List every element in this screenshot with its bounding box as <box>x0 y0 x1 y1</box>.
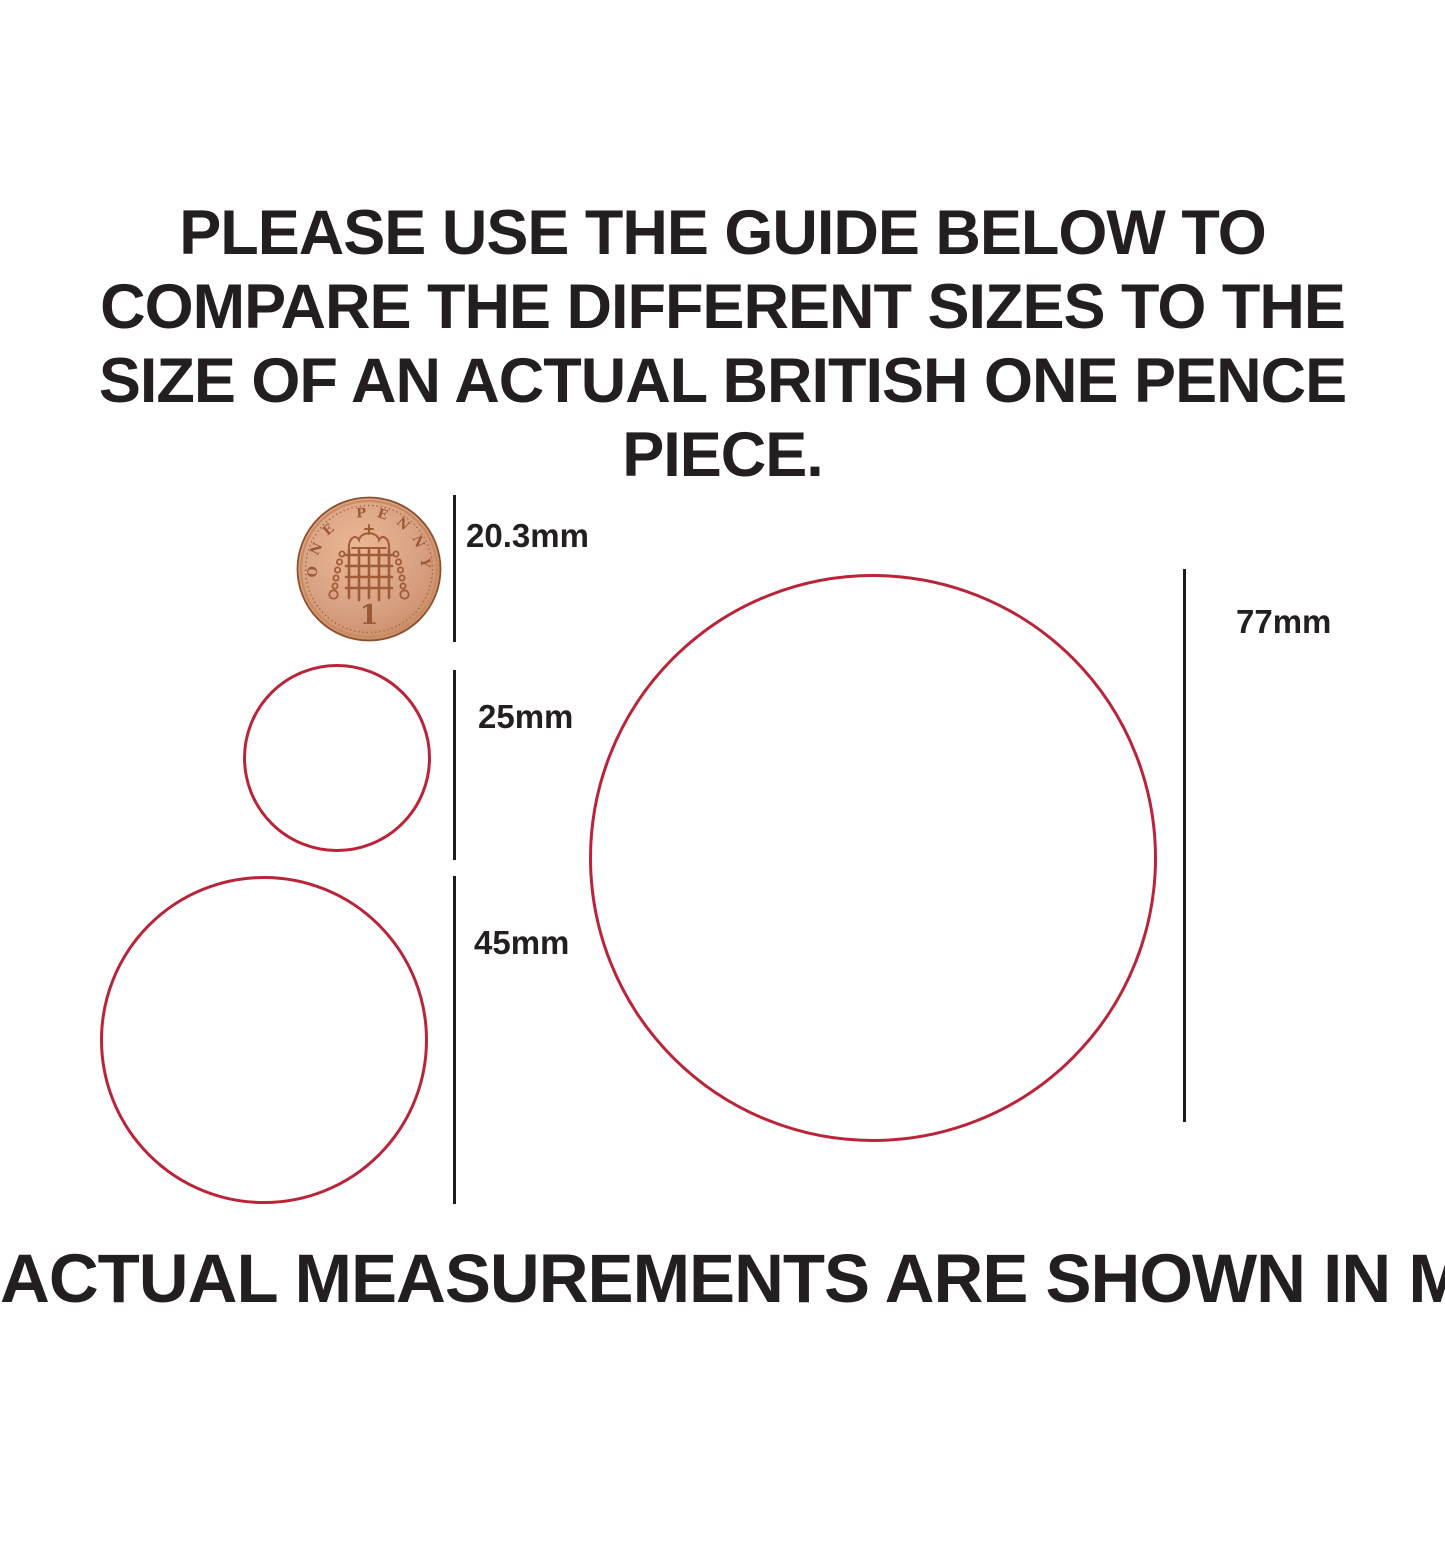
title-line-4: PIECE. <box>622 420 824 490</box>
size-label-25mm: 25mm <box>478 698 574 735</box>
penny-measure-rule <box>453 495 456 642</box>
title-line-2: COMPARE THE DIFFERENT SIZES TO THE <box>100 272 1346 342</box>
title-line-3: SIZE OF AN ACTUAL BRITISH ONE PENCE <box>98 346 1347 416</box>
coin-face: ONE PENNY <box>296 496 442 642</box>
penny-coin-image: ONE PENNY <box>296 496 442 642</box>
circle-45-measure-rule <box>453 876 456 1204</box>
footer-note: ACTUAL MEASUREMENTS ARE SHOWN IN MM <box>0 1240 1445 1317</box>
size-circle-77mm <box>589 574 1157 1142</box>
coin-portcullis <box>328 524 410 602</box>
size-circle-45mm <box>100 876 428 1204</box>
size-circle-25mm <box>243 664 431 852</box>
coin-denomination: 1 <box>360 600 379 631</box>
size-label-77mm: 77mm <box>1236 603 1332 640</box>
size-label-penny: 20.3mm <box>466 517 589 554</box>
title-line-1: PLEASE USE THE GUIDE BELOW TO <box>179 198 1266 268</box>
circle-25-measure-rule <box>453 670 456 860</box>
page-title: PLEASE USE THE GUIDE BELOW TO COMPARE TH… <box>0 196 1445 492</box>
circle-77-measure-rule <box>1183 569 1186 1122</box>
size-label-45mm: 45mm <box>474 924 570 961</box>
